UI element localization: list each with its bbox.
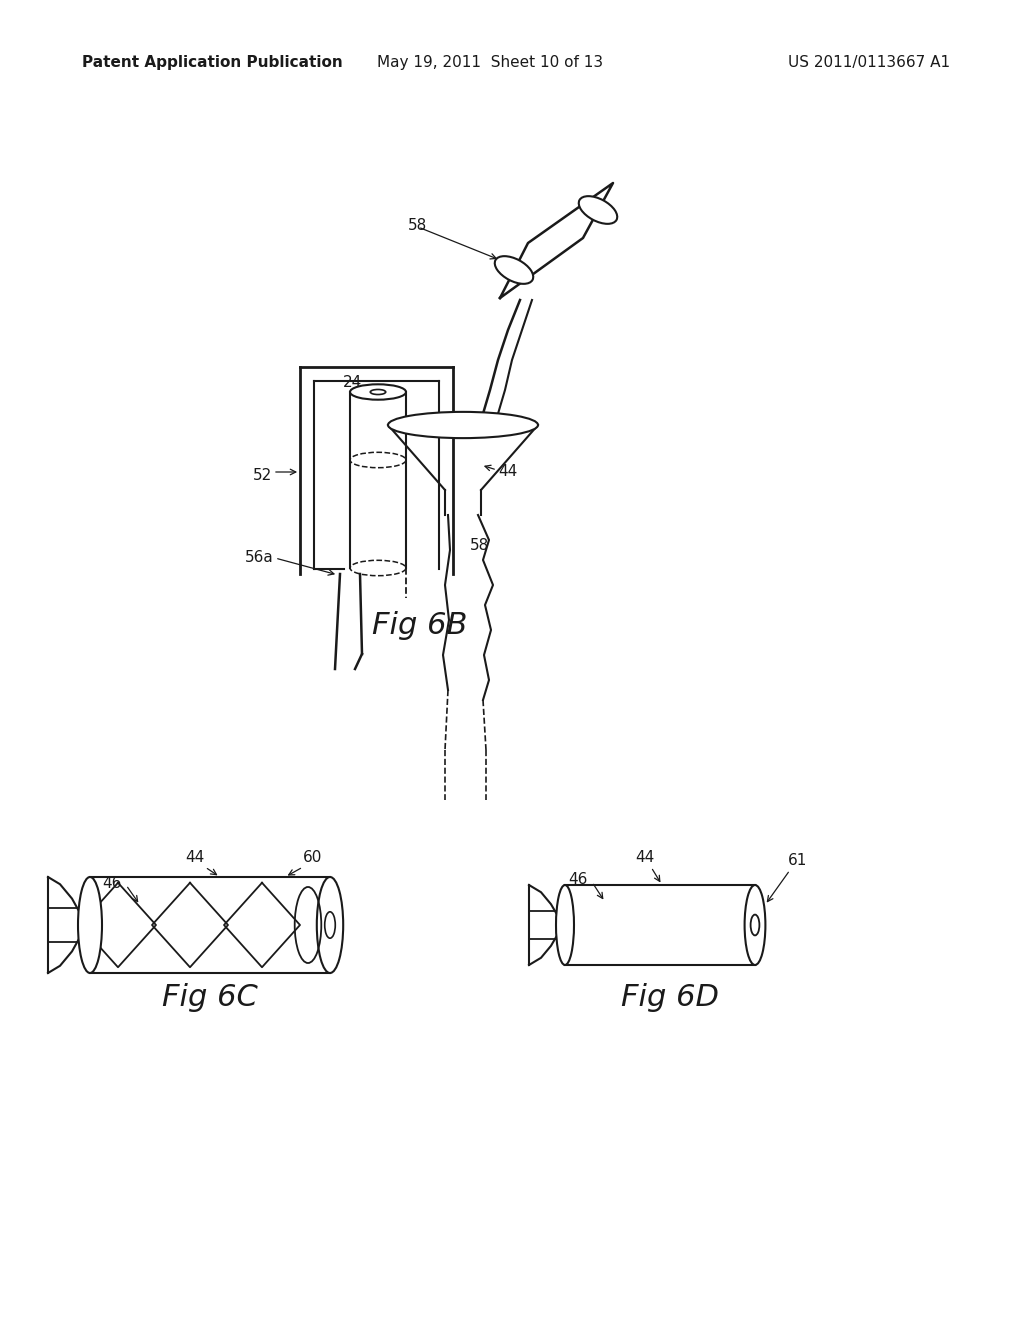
Text: 58: 58 xyxy=(470,537,489,553)
Text: 52: 52 xyxy=(253,467,272,483)
Ellipse shape xyxy=(388,412,538,438)
Ellipse shape xyxy=(316,876,343,973)
Text: 44: 44 xyxy=(185,850,205,865)
Text: 24: 24 xyxy=(343,375,362,389)
Ellipse shape xyxy=(579,197,617,224)
Ellipse shape xyxy=(556,884,574,965)
Text: May 19, 2011  Sheet 10 of 13: May 19, 2011 Sheet 10 of 13 xyxy=(377,54,603,70)
Ellipse shape xyxy=(78,876,102,973)
Text: 61: 61 xyxy=(788,853,807,869)
Text: 44: 44 xyxy=(635,850,654,865)
Text: Patent Application Publication: Patent Application Publication xyxy=(82,54,343,70)
Ellipse shape xyxy=(744,884,765,965)
Ellipse shape xyxy=(350,384,406,400)
Text: 58: 58 xyxy=(408,218,427,232)
Text: 60: 60 xyxy=(303,850,323,865)
Text: 56a: 56a xyxy=(246,550,274,565)
Text: Fig 6C: Fig 6C xyxy=(162,983,258,1012)
Text: 46: 46 xyxy=(102,875,122,891)
Text: 46: 46 xyxy=(568,873,588,887)
Text: Fig 6D: Fig 6D xyxy=(621,983,719,1012)
Text: US 2011/0113667 A1: US 2011/0113667 A1 xyxy=(787,54,950,70)
Text: Fig 6B: Fig 6B xyxy=(373,610,468,639)
Text: 44: 44 xyxy=(498,465,517,479)
Ellipse shape xyxy=(495,256,534,284)
